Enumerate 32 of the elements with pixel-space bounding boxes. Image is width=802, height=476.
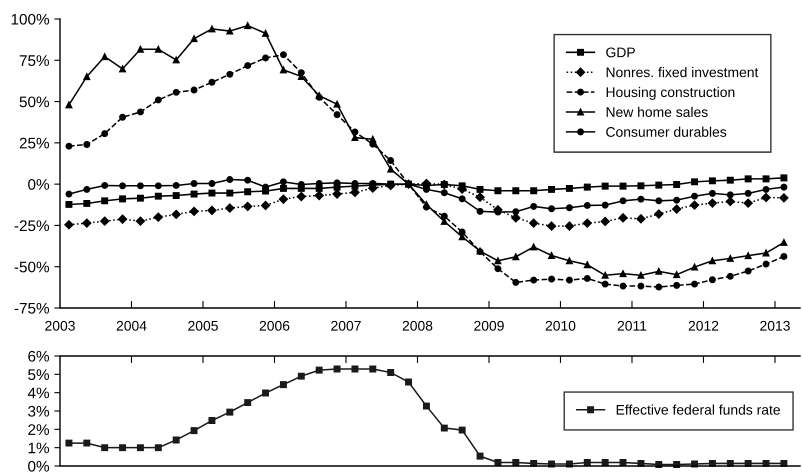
x-tick-label: 2005 [188,320,218,331]
x-tick-label: 2012 [688,320,718,331]
y-tick-label: 75% [20,55,50,66]
y-tick-label: 5% [28,369,50,380]
x-tick-label: 2008 [402,320,432,331]
x-tick-label: 2003 [45,320,75,331]
y-tick-label: 6% [28,350,50,362]
legend-label: GDP [606,47,635,58]
y-tick-label: 50% [20,96,50,108]
x-tick-label: 2011 [618,320,646,331]
y-tick-label: 0% [28,179,50,190]
y-tick-label: -25% [14,220,50,232]
x-tick-label: 2004 [116,320,147,331]
x-tick-label: 2009 [474,320,504,331]
y-tick-label: 100% [12,14,50,25]
x-tick-label: 2013 [760,320,790,331]
legend-label: New home sales [606,106,708,117]
y-tick-label: 0% [28,460,50,472]
y-tick-label: -75% [14,302,50,314]
y-tick-label: 2% [28,424,50,435]
y-tick-label: 25% [20,138,50,149]
x-tick-label: 2007 [331,320,361,331]
y-tick-label: -50% [14,262,50,272]
x-tick-label: 2006 [260,320,290,331]
y-tick-label: 4% [28,388,50,398]
legend-label: Effective federal funds rate [616,404,780,415]
y-tick-label: 1% [28,442,50,454]
y-tick-label: 3% [28,406,50,417]
legend-label: Consumer durables [606,126,726,137]
legend-label: Housing construction [606,86,734,100]
x-tick-label: 2010 [546,320,576,331]
legend-label: Nonres. fixed investment [606,67,758,78]
